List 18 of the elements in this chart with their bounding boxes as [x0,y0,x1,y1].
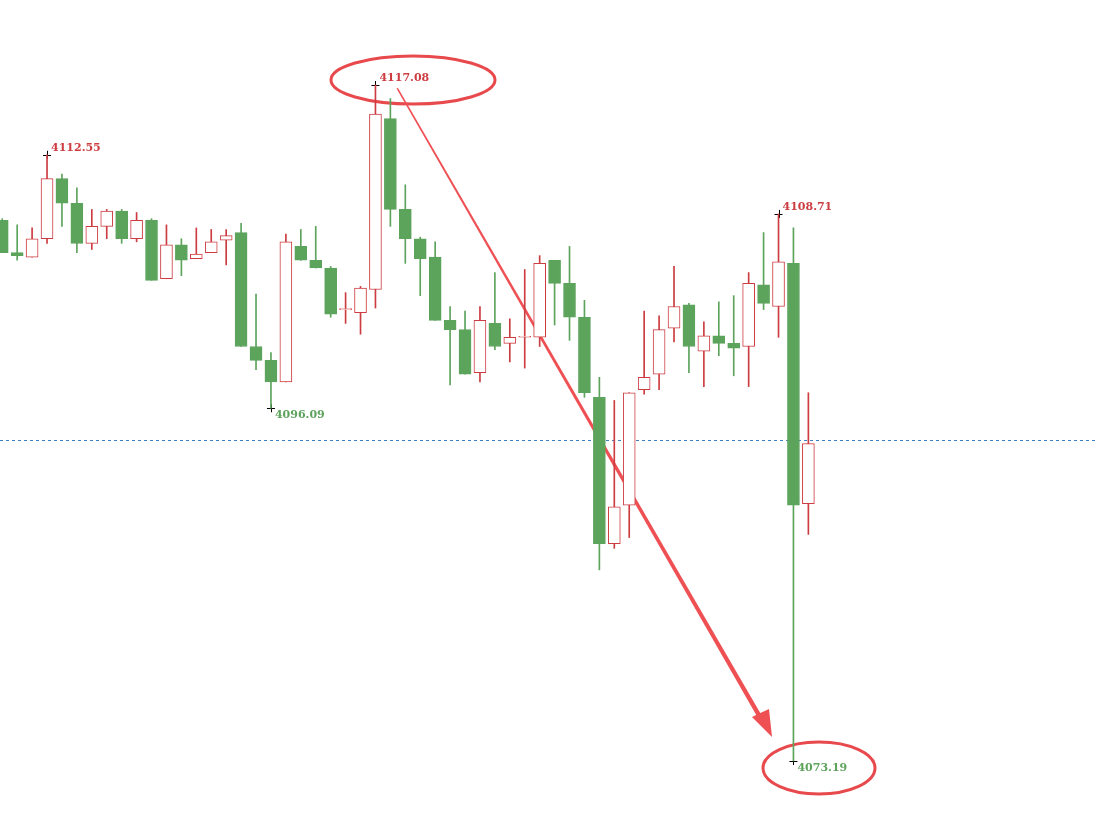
candlestick [503,318,517,363]
candlestick [219,229,233,266]
candlestick [712,301,726,357]
annotation: 4073.19 [797,760,848,774]
candlestick [189,227,203,260]
text: 4117.08 [379,70,430,84]
annotation: 4112.55 [51,140,101,154]
candlestick [607,400,621,549]
annotation: 4096.09 [274,408,325,422]
candlestick [309,226,323,269]
annotation: 4108.71 [782,199,833,213]
candlestick [518,269,532,369]
candlestick [249,293,263,370]
candlestick [697,321,711,387]
candlestick [443,306,457,386]
candlestick [10,224,24,261]
candlestick [727,295,741,377]
candlestick [637,310,651,395]
